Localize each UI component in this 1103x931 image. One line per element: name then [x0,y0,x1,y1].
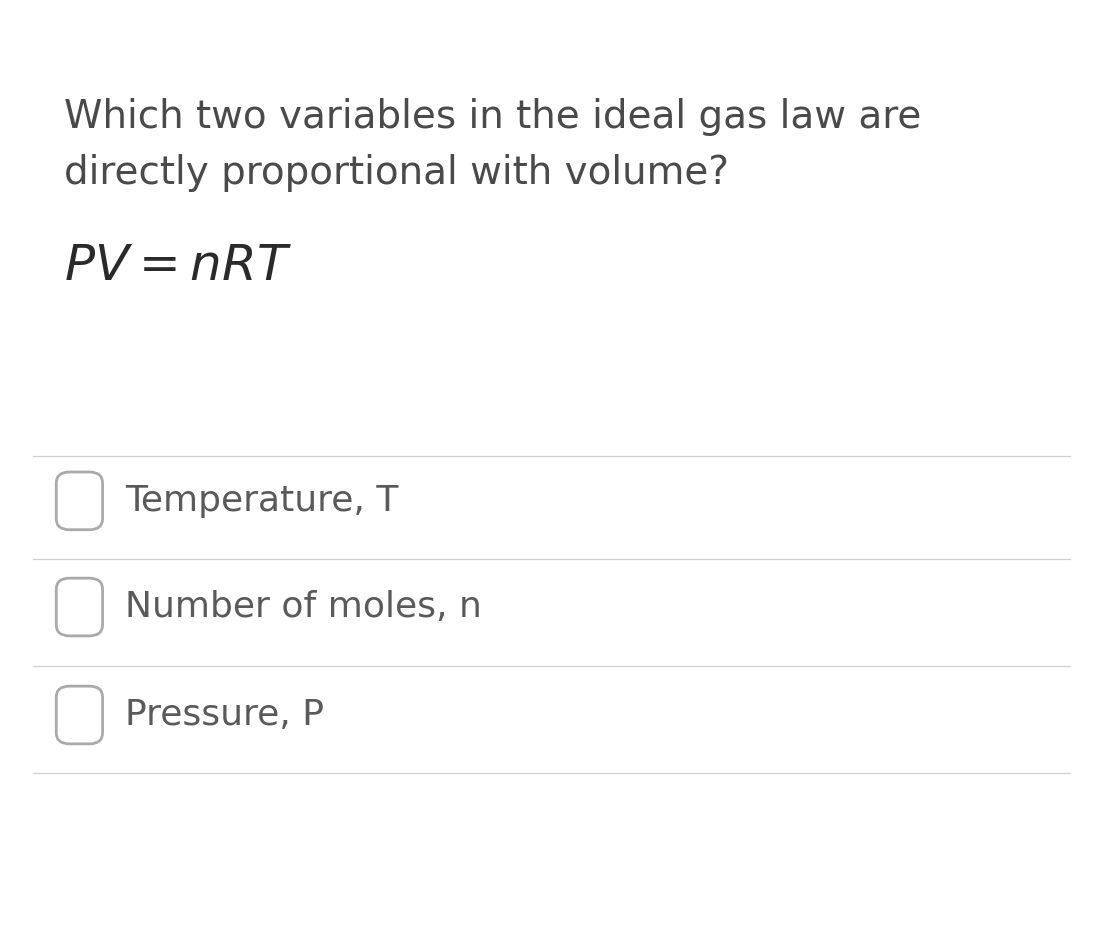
Text: Pressure, P: Pressure, P [125,698,323,732]
Text: Temperature, T: Temperature, T [125,484,398,518]
Text: directly proportional with volume?: directly proportional with volume? [64,154,729,192]
Text: Number of moles, n: Number of moles, n [125,590,482,624]
Text: Which two variables in the ideal gas law are: Which two variables in the ideal gas law… [64,98,921,136]
Text: $\mathit{PV} = \mathit{nRT}$: $\mathit{PV} = \mathit{nRT}$ [64,242,292,291]
